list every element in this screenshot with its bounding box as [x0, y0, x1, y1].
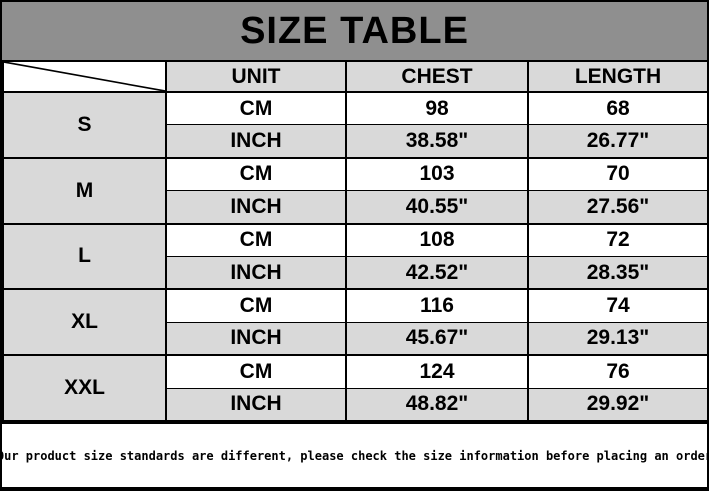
length-value-cell: 29.13" — [527, 321, 707, 357]
chest-value-cell: 45.67" — [345, 321, 529, 357]
table-row: INCH 38.58" 26.77" — [3, 124, 707, 159]
unit-cell: CM — [165, 222, 347, 257]
table-row: INCH 42.52" 28.35" — [3, 255, 707, 291]
table-row: S CM 98 68 — [2, 91, 707, 159]
chest-value-cell: 38.58" — [345, 124, 529, 159]
size-label-xxl: XXL — [2, 354, 167, 422]
length-value-cell: 70 — [527, 156, 707, 192]
table-row: XL CM 116 74 — [2, 288, 707, 357]
length-value-cell: 74 — [527, 288, 707, 323]
unit-cell: INCH — [165, 190, 347, 225]
length-value-cell: 26.77" — [527, 124, 707, 159]
col-header-unit: UNIT — [165, 60, 347, 93]
size-label-s: S — [2, 91, 167, 159]
chest-value-cell: 48.82" — [345, 387, 529, 422]
chest-value-cell: 103 — [345, 156, 529, 192]
table-row: L CM 108 72 — [2, 222, 707, 291]
unit-cell: CM — [165, 354, 347, 389]
unit-cell: INCH — [165, 321, 347, 357]
unit-cell: INCH — [165, 255, 347, 291]
size-label-xl: XL — [2, 288, 167, 357]
table-row: XXL CM 124 76 — [2, 354, 707, 422]
page-title: SIZE TABLE — [2, 2, 707, 60]
size-table: UNIT CHEST LENGTH S CM 98 68 INCH 38.58"… — [2, 60, 707, 422]
col-header-chest: CHEST — [345, 60, 529, 93]
size-label-l: L — [2, 222, 167, 291]
unit-cell: INCH — [165, 124, 347, 159]
chest-value-cell: 116 — [345, 288, 529, 323]
diagonal-header-cell — [2, 60, 167, 93]
chest-value-cell: 108 — [345, 222, 529, 257]
length-value-cell: 29.92" — [527, 387, 707, 422]
unit-cell: CM — [165, 91, 347, 126]
unit-cell: INCH — [165, 387, 347, 422]
chest-value-cell: 42.52" — [345, 255, 529, 291]
table-row: INCH 45.67" 29.13" — [3, 321, 707, 357]
footer-note: Our product size standards are different… — [2, 422, 707, 487]
table-header-row: UNIT CHEST LENGTH — [2, 60, 707, 93]
length-value-cell: 28.35" — [527, 255, 707, 291]
chest-value-cell: 124 — [345, 354, 529, 389]
length-value-cell: 72 — [527, 222, 707, 257]
col-header-length: LENGTH — [527, 60, 707, 93]
diagonal-line — [4, 62, 165, 91]
length-value-cell: 27.56" — [527, 190, 707, 225]
table-row: INCH 48.82" 29.92" — [3, 387, 707, 422]
unit-cell: CM — [165, 156, 347, 192]
length-value-cell: 76 — [527, 354, 707, 389]
unit-cell: CM — [165, 288, 347, 323]
chest-value-cell: 40.55" — [345, 190, 529, 225]
chest-value-cell: 98 — [345, 91, 529, 126]
table-row: M CM 103 70 — [2, 156, 707, 225]
size-label-m: M — [2, 156, 167, 225]
table-row: INCH 40.55" 27.56" — [3, 190, 707, 225]
length-value-cell: 68 — [527, 91, 707, 126]
